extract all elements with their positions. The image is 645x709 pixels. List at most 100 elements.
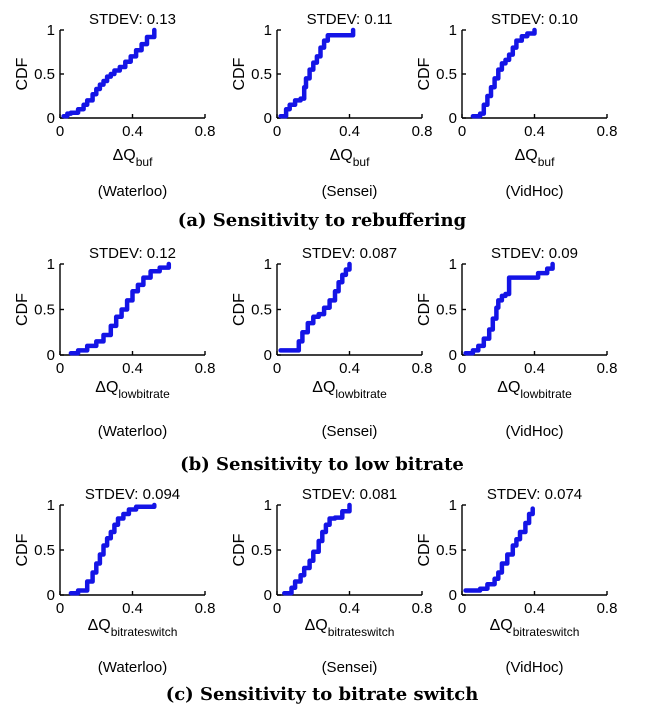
chart-title: STDEV: 0.074: [487, 486, 582, 503]
y-tick-label: 0: [449, 587, 457, 604]
x-tick-label: 0.8: [412, 600, 433, 617]
cdf-point: [95, 562, 98, 565]
cdf-point: [333, 290, 337, 293]
x-axis-label-main: ΔQ: [95, 379, 118, 396]
x-axis-label: ΔQbitrateswitch: [88, 617, 178, 639]
cdf-point: [124, 60, 127, 63]
x-axis-label: ΔQlowbitrate: [95, 379, 170, 401]
chart-panel-2: STDEV: 0.11 0 0.5 1 0 0.4 0.8 CDF ΔQbuf (Sensei): [231, 11, 432, 200]
cdf-series-line: [470, 27, 537, 119]
cdf-series-line: [61, 27, 157, 119]
x-axis-label-main: ΔQ: [113, 147, 136, 164]
cdf-point: [118, 65, 122, 69]
y-tick-label: 1: [264, 256, 272, 273]
cdf-series-line: [282, 502, 352, 596]
cdf-point: [134, 505, 138, 508]
x-tick-label: 0.8: [195, 123, 216, 140]
cdf-point: [304, 77, 308, 80]
cdf-point: [102, 544, 105, 547]
y-tick-label: 0: [47, 110, 55, 127]
cdf-point: [317, 312, 320, 316]
cdf-point: [69, 111, 73, 114]
y-tick-label: 1: [449, 497, 457, 514]
cdf-point: [335, 34, 339, 37]
x-axis-label-main: ΔQ: [305, 617, 328, 634]
cdf-series-line: [68, 261, 172, 356]
cdf-point: [69, 351, 73, 355]
cdf-point: [288, 103, 291, 107]
x-tick-label: 0: [273, 360, 281, 377]
cdf-point: [62, 115, 65, 118]
x-tick-label: 0: [458, 600, 466, 617]
cdf-point: [493, 77, 496, 80]
x-tick-label: 0: [273, 600, 281, 617]
cdf-point: [471, 349, 475, 352]
cdf-point: [497, 299, 500, 302]
cdf-point: [341, 273, 344, 277]
cdf-point: [478, 587, 482, 590]
cdf-point: [91, 93, 94, 96]
cdf-point: [102, 333, 105, 337]
cdf-point: [518, 530, 522, 534]
cdf-point: [145, 35, 149, 39]
x-tick-label: 0.8: [412, 360, 433, 377]
cdf-point: [129, 55, 132, 58]
cdf-point: [114, 315, 118, 318]
x-axis-label-main: ΔQ: [88, 617, 111, 634]
y-tick-label: 0.5: [34, 66, 55, 83]
cdf-point: [507, 53, 511, 56]
cdf-point: [504, 292, 507, 296]
x-axis-label-main: ΔQ: [490, 617, 513, 634]
y-axis-label: CDF: [231, 533, 248, 566]
cdf-point: [331, 34, 335, 37]
cdf-point: [328, 517, 331, 520]
cdf-point: [98, 553, 102, 556]
cdf-point: [290, 586, 293, 589]
x-tick-label: 0: [273, 123, 281, 140]
x-axis-label-main: ΔQ: [515, 147, 538, 164]
x-tick-label: 0.4: [524, 123, 545, 140]
x-tick-label: 0.4: [122, 123, 143, 140]
x-axis-label-sub: lowbitrate: [118, 387, 170, 401]
caption-a: (a) Sensitivity to rebuffering: [178, 210, 467, 231]
chart-panel-1: STDEV: 0.13 0 0.5 1 0 0.4 0.8 CDF ΔQbuf (Waterloo…: [14, 11, 215, 200]
y-tick-label: 1: [47, 22, 55, 39]
chart-panel-4: STDEV: 0.12 0 0.5 1 0 0.4 0.8 CDF ΔQlowbitrate (W…: [14, 245, 215, 440]
chart-title: STDEV: 0.094: [85, 486, 180, 503]
dataset-label: (Waterloo): [98, 659, 167, 676]
y-tick-label: 0.5: [251, 542, 272, 559]
y-axis-label: CDF: [231, 57, 248, 90]
y-tick-label: 0: [47, 587, 55, 604]
y-tick-label: 0: [264, 110, 272, 127]
y-tick-label: 0.5: [251, 66, 272, 83]
chart-title: STDEV: 0.081: [302, 486, 397, 503]
cdf-point: [533, 28, 536, 32]
cdf-point: [113, 523, 116, 526]
cdf-point: [322, 306, 326, 309]
cdf-point: [127, 508, 131, 511]
cdf-point: [312, 315, 315, 318]
x-axis-label-sub: bitrateswitch: [328, 625, 395, 639]
cdf-point: [341, 510, 344, 513]
chart-panel-5: STDEV: 0.087 0 0.5 1 0 0.4 0.8 CDF ΔQlowbitrate (…: [231, 245, 432, 440]
cdf-point: [328, 299, 331, 302]
x-axis-label: ΔQlowbitrate: [497, 379, 572, 401]
cdf-point: [136, 283, 140, 287]
x-tick-label: 0.8: [597, 360, 618, 377]
x-axis-label-sub: bitrateswitch: [513, 625, 580, 639]
chart-title: STDEV: 0.12: [89, 245, 176, 262]
cdf-point: [315, 55, 319, 58]
x-tick-label: 0.8: [195, 360, 216, 377]
cdf-point: [297, 340, 300, 343]
caption-c: (c) Sensitivity to bitrate switch: [166, 684, 479, 705]
x-axis-label-sub: lowbitrate: [520, 387, 572, 401]
cdf-point: [131, 290, 134, 293]
x-tick-label: 0.4: [122, 360, 143, 377]
chart-panel-6: STDEV: 0.09 0 0.5 1 0 0.4 0.8 CDF ΔQlowbitrate (V…: [416, 245, 617, 440]
cdf-point: [527, 512, 531, 516]
cdf-point: [511, 46, 514, 49]
cdf-point: [125, 299, 129, 302]
cdf-point: [102, 79, 105, 83]
cdf-point: [524, 521, 527, 525]
